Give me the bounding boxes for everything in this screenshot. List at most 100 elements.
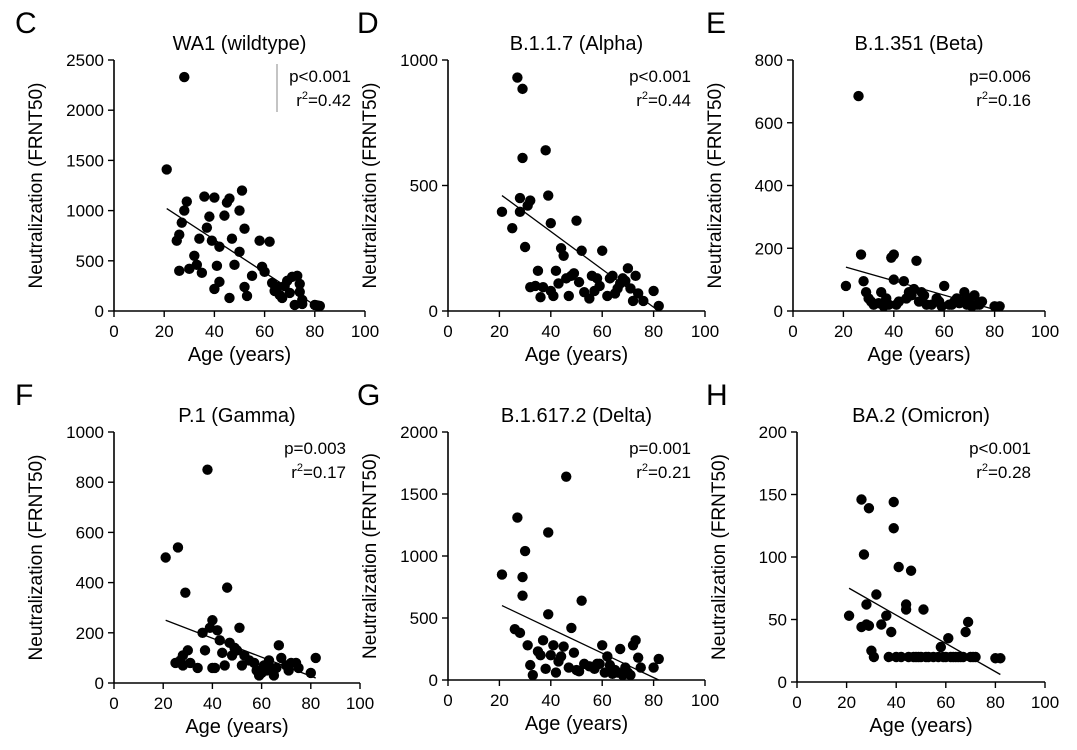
y-tick-label: 1500 [66, 151, 104, 170]
data-point [620, 275, 631, 287]
x-tick-label: 80 [644, 322, 663, 341]
r-superscript: 2 [302, 90, 308, 102]
y-tick-label: 800 [755, 51, 783, 70]
data-point [514, 206, 526, 218]
x-tick-label: 100 [1031, 693, 1059, 712]
data-point [191, 259, 203, 271]
data-point [550, 265, 562, 277]
data-point [236, 185, 248, 196]
y-tick-label: 1500 [400, 485, 438, 504]
chart-title: P.1 (Gamma) [178, 405, 295, 427]
data-point [229, 259, 240, 271]
data-point [653, 653, 664, 665]
data-point [970, 651, 981, 663]
data-point [543, 190, 554, 201]
y-tick-label: 50 [768, 611, 787, 630]
x-axis-label: Age (years) [869, 715, 972, 737]
y-tick-label: 150 [759, 486, 787, 505]
x-tick-label: 60 [593, 322, 612, 341]
y-tick-label: 0 [774, 302, 783, 321]
data-point [594, 280, 605, 292]
data-point [209, 662, 221, 674]
data-point [543, 609, 554, 620]
data-point [234, 622, 245, 633]
x-axis-label: Age (years) [867, 344, 970, 366]
data-point [853, 90, 864, 102]
data-point [843, 610, 855, 621]
data-point [519, 545, 531, 557]
p-value-label: p<0.001 [969, 439, 1031, 458]
chart-title: BA.2 (Omicron) [852, 405, 990, 427]
data-point [548, 290, 559, 302]
x-tick-label: 40 [203, 694, 222, 713]
x-tick-label: 20 [490, 322, 509, 341]
y-tick-label: 800 [76, 473, 104, 492]
r-superscript: 2 [642, 462, 648, 474]
data-point [234, 205, 245, 216]
y-tick-label: 500 [76, 252, 104, 271]
x-tick-label: 0 [443, 691, 452, 710]
data-point [861, 599, 872, 610]
data-point [898, 275, 910, 287]
data-point [496, 569, 508, 580]
data-point [211, 260, 223, 272]
data-point [214, 276, 225, 288]
r-symbol: r [636, 463, 642, 482]
data-point [294, 286, 305, 298]
data-point [507, 222, 518, 234]
data-point [960, 626, 971, 638]
x-tick-label: 100 [691, 691, 719, 710]
data-point [558, 641, 569, 652]
x-tick-label: 40 [205, 322, 224, 341]
data-point [527, 669, 539, 681]
data-point [840, 280, 852, 292]
data-point [886, 626, 897, 638]
x-tick-label: 40 [541, 322, 560, 341]
data-point [217, 647, 228, 659]
y-axis-label: Neutralization (FRNT50) [360, 83, 381, 289]
data-point [199, 191, 210, 202]
data-point [957, 651, 969, 663]
y-tick-label: 200 [759, 423, 787, 442]
data-point [496, 206, 508, 218]
data-point [918, 604, 929, 615]
data-point [226, 233, 238, 244]
data-point [553, 278, 564, 289]
r-superscript: 2 [297, 462, 303, 474]
data-point [214, 241, 225, 252]
scatter-panel-delta: 0 500 1000 1500 2000 0 20 40 60 80 100 B.1.617.2 (D… [360, 405, 719, 735]
data-point [648, 285, 659, 297]
scatter-panel-omicron: 0 50 100 150 200 0 20 40 60 80 100 BA.2 (Omicron) Ag… [709, 405, 1059, 737]
data-point [876, 619, 887, 630]
x-tick-label: 20 [834, 322, 853, 341]
data-point [969, 290, 980, 301]
data-point [576, 245, 587, 256]
data-point [648, 662, 659, 673]
x-axis-label: Age (years) [525, 713, 628, 735]
x-tick-label: 40 [541, 691, 560, 710]
data-point [189, 250, 200, 261]
scatter-panel-beta: 0 200 400 600 800 0 20 40 60 80 100 B.1.351 (Beta) A… [705, 33, 1059, 366]
y-axis-label: Neutralization (FRNT50) [26, 455, 47, 661]
x-tick-label: 0 [443, 322, 452, 341]
r-symbol: r [976, 463, 982, 482]
chart-title: B.1.1.7 (Alpha) [510, 33, 643, 55]
data-point [566, 622, 577, 634]
data-point [543, 527, 554, 538]
data-point [625, 283, 636, 294]
data-point [995, 653, 1006, 664]
chart-title: WA1 (wildtype) [173, 33, 307, 55]
data-point [297, 298, 308, 310]
y-tick-label: 400 [755, 177, 783, 196]
data-point [911, 255, 922, 266]
data-point [522, 640, 533, 651]
panel-letter-e: E [706, 7, 726, 40]
x-tick-label: 60 [252, 694, 271, 713]
data-point [202, 464, 213, 475]
data-point [192, 662, 203, 674]
data-point [573, 276, 585, 288]
x-tick-label: 20 [837, 693, 856, 712]
data-point [576, 595, 587, 606]
data-point [271, 662, 282, 674]
